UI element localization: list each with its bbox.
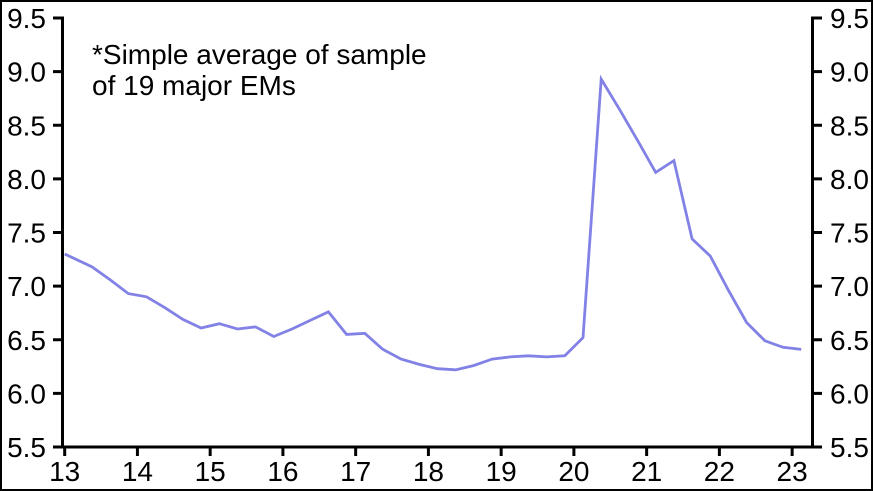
- x-axis-tick-label: 15: [195, 456, 226, 487]
- y-axis-left-tick-label: 6.5: [7, 325, 46, 356]
- y-axis-left-tick-label: 8.5: [7, 110, 46, 141]
- x-axis-tick-label: 17: [340, 456, 371, 487]
- x-axis-tick-label: 23: [777, 456, 808, 487]
- x-axis-tick-label: 18: [413, 456, 444, 487]
- y-axis-right-tick-label: 7.5: [830, 218, 869, 249]
- x-axis-tick-label: 19: [486, 456, 517, 487]
- x-axis-tick-label: 13: [49, 456, 80, 487]
- y-axis-left-tick-label: 9.0: [7, 57, 46, 88]
- annotation-line-1: *Simple average of sample: [92, 39, 427, 70]
- y-axis-left-tick-label: 8.0: [7, 164, 46, 195]
- axis-tick-labels: 5.5 5.5 6.0 6.0 6.5 6.5 7.0 7.0 7.5 7.5 8.0 8.0 8.5 8…: [7, 3, 869, 487]
- series-line: [64, 74, 802, 372]
- y-axis-left-tick-label: 5.5: [7, 432, 46, 463]
- x-axis-tick-label: 16: [267, 456, 298, 487]
- y-axis-right-tick-label: 6.0: [830, 378, 869, 409]
- x-axis-tick-label: 14: [122, 456, 153, 487]
- y-axis-right-tick-label: 6.5: [830, 325, 869, 356]
- y-axis-right-tick-label: 9.5: [830, 3, 869, 34]
- y-axis-right-tick-label: 8.5: [830, 110, 869, 141]
- y-axis-left-tick-label: 7.5: [7, 218, 46, 249]
- x-axis-tick-label: 20: [558, 456, 589, 487]
- y-axis-left-tick-label: 9.5: [7, 3, 46, 34]
- x-axis-tick-label: 22: [704, 456, 735, 487]
- y-axis-right-tick-label: 9.0: [830, 57, 869, 88]
- axes: [53, 16, 822, 456]
- annotation-line-2: of 19 major EMs: [92, 70, 296, 101]
- y-axis-left-tick-label: 6.0: [7, 378, 46, 409]
- y-axis-right-tick-label: 5.5: [830, 432, 869, 463]
- plot-area: [64, 74, 802, 372]
- x-axis-tick-label: 21: [631, 456, 662, 487]
- y-axis-right-tick-label: 7.0: [830, 271, 869, 302]
- y-axis-right-tick-label: 8.0: [830, 164, 869, 195]
- y-axis-left-tick-label: 7.0: [7, 271, 46, 302]
